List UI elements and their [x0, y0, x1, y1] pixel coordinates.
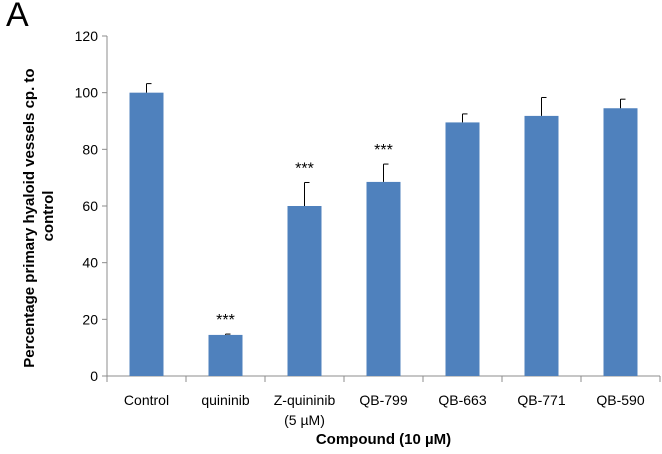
- significance-label: ***: [374, 142, 393, 159]
- significance-label: ***: [295, 160, 314, 177]
- panel-label: A: [6, 0, 29, 34]
- y-axis-title-line-2: control: [40, 191, 57, 242]
- x-category-label: QB-799: [359, 392, 407, 408]
- bar: [208, 334, 243, 376]
- x-axis: [106, 375, 661, 382]
- bar: [366, 181, 401, 376]
- bar: [287, 206, 322, 376]
- y-tick-label: 40: [82, 255, 98, 271]
- y-axis-title: Percentage primary hyaloid vessels cp. t…: [21, 64, 57, 367]
- y-axis-title-line-1: Percentage primary hyaloid vessels cp. t…: [21, 68, 38, 367]
- x-axis-title: Compound (10 µM): [316, 431, 451, 448]
- x-category-label: quininib: [201, 392, 249, 408]
- bar: [603, 108, 638, 376]
- x-category-label: QB-590: [596, 392, 644, 408]
- bar: [524, 115, 559, 377]
- x-category-label: (5 µM): [284, 412, 325, 428]
- y-tick-label: 120: [75, 28, 99, 44]
- bar: [445, 122, 480, 377]
- y-axis: 0 20 40 60 80 100 120: [75, 28, 108, 384]
- y-tick-label: 0: [90, 368, 98, 384]
- bars: *** *** ***: [129, 83, 638, 377]
- y-tick-label: 20: [82, 311, 98, 327]
- x-category-label: QB-663: [438, 392, 486, 408]
- y-tick-label: 100: [75, 85, 99, 101]
- x-category-label: QB-771: [517, 392, 565, 408]
- bar: [129, 92, 164, 377]
- x-category-label: Control: [124, 392, 169, 408]
- x-category-label: Z-quininib: [274, 392, 336, 408]
- category-labels: Control quininib Z-quininib (5 µM) QB-799 QB-…: [124, 392, 645, 428]
- significance-label: ***: [216, 312, 235, 329]
- y-tick-label: 80: [82, 141, 98, 157]
- y-tick-label: 60: [82, 198, 98, 214]
